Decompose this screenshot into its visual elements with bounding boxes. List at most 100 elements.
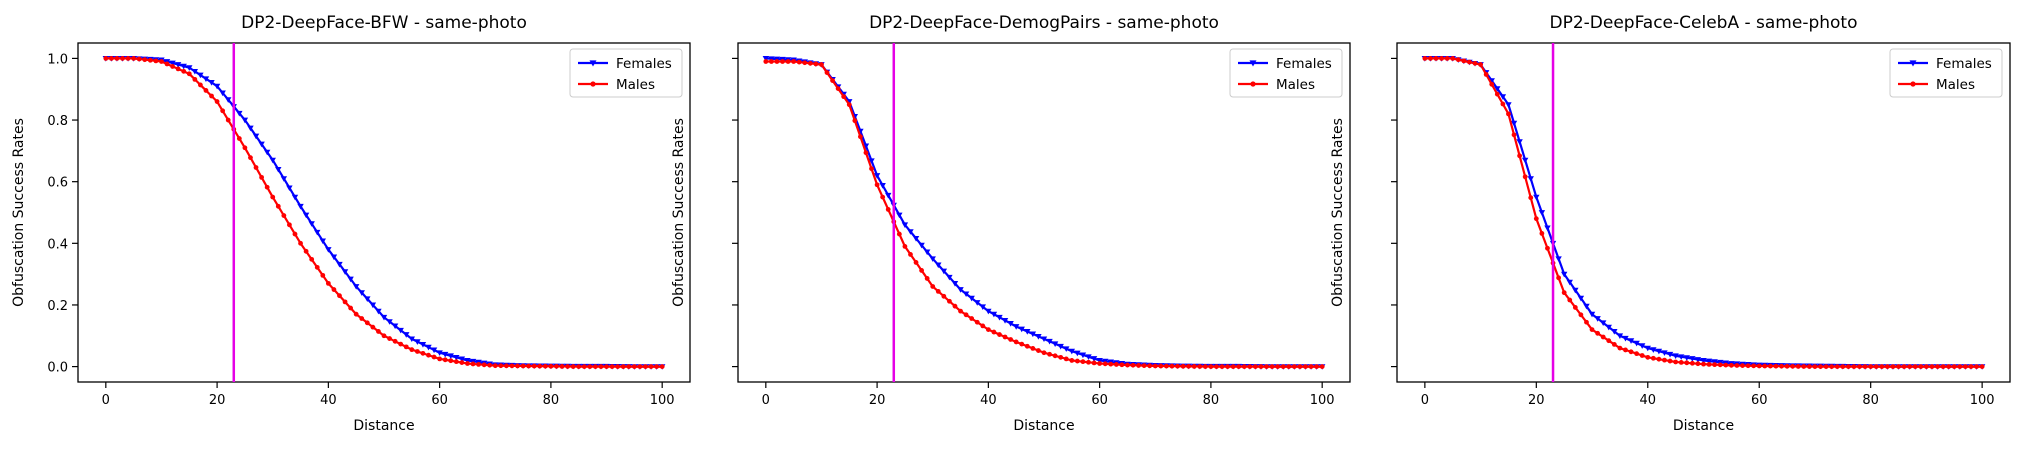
data-point bbox=[1113, 362, 1119, 367]
data-point bbox=[181, 68, 187, 74]
data-point bbox=[504, 363, 509, 369]
data-point bbox=[1517, 153, 1522, 159]
legend: Females Males bbox=[569, 48, 683, 98]
legend-label: Females bbox=[1936, 56, 1992, 72]
data-point bbox=[302, 212, 310, 219]
data-point bbox=[103, 56, 109, 61]
data-point bbox=[248, 155, 253, 161]
data-point bbox=[1885, 364, 1890, 369]
data-point bbox=[136, 56, 142, 62]
data-point bbox=[1650, 355, 1656, 361]
data-point bbox=[352, 284, 360, 290]
data-point bbox=[648, 364, 654, 369]
data-point bbox=[108, 56, 114, 61]
series-females bbox=[1421, 56, 1986, 370]
data-point bbox=[1951, 364, 1957, 369]
data-point bbox=[570, 364, 576, 369]
data-point bbox=[1164, 363, 1169, 369]
data-point bbox=[935, 288, 941, 294]
data-point bbox=[1901, 364, 1907, 369]
data-point bbox=[1069, 358, 1075, 363]
data-point bbox=[1946, 364, 1952, 369]
data-point bbox=[225, 97, 232, 103]
data-point bbox=[1823, 364, 1829, 369]
data-point bbox=[1645, 354, 1651, 360]
x-tick-label: 0 bbox=[102, 393, 110, 408]
data-point bbox=[202, 76, 210, 82]
data-point bbox=[1247, 364, 1253, 369]
data-point bbox=[1588, 311, 1596, 318]
data-point bbox=[392, 338, 398, 344]
chart-title: DP2-DeepFace-BFW - same-photo bbox=[241, 13, 527, 33]
data-point bbox=[453, 359, 459, 365]
data-point bbox=[785, 59, 791, 64]
data-point bbox=[213, 83, 221, 90]
data-point bbox=[1834, 364, 1840, 369]
data-point bbox=[1063, 356, 1069, 362]
data-point bbox=[1661, 350, 1668, 356]
data-point bbox=[314, 229, 321, 236]
data-point bbox=[1046, 338, 1053, 345]
data-point bbox=[180, 63, 187, 70]
data-point bbox=[442, 357, 448, 363]
data-point bbox=[1678, 354, 1685, 360]
data-point bbox=[303, 248, 309, 254]
data-point bbox=[1974, 364, 1979, 369]
data-point bbox=[174, 62, 182, 68]
data-point bbox=[1840, 364, 1846, 369]
data-point bbox=[253, 165, 259, 170]
data-point bbox=[1057, 343, 1064, 350]
data-point bbox=[1912, 364, 1918, 369]
data-point bbox=[1600, 334, 1606, 340]
data-point bbox=[581, 364, 587, 369]
data-point bbox=[425, 344, 432, 351]
data-point bbox=[369, 302, 377, 309]
data-point bbox=[459, 360, 465, 365]
data-point bbox=[841, 94, 847, 100]
data-point bbox=[802, 60, 808, 66]
data-point bbox=[952, 303, 958, 309]
data-point bbox=[275, 166, 282, 173]
data-point bbox=[1734, 363, 1740, 368]
data-point bbox=[1001, 317, 1009, 324]
data-point bbox=[1141, 363, 1147, 369]
data-point bbox=[863, 150, 869, 156]
data-point bbox=[1483, 72, 1489, 77]
data-point bbox=[576, 364, 582, 369]
data-point bbox=[923, 249, 931, 256]
data-point bbox=[1264, 364, 1269, 369]
data-point bbox=[264, 184, 270, 190]
data-point bbox=[1622, 335, 1629, 342]
data-point bbox=[1862, 364, 1868, 369]
y-tick-label: 0.4 bbox=[47, 237, 68, 252]
data-point bbox=[1511, 132, 1517, 138]
legend-label: Females bbox=[616, 56, 672, 72]
data-point bbox=[1678, 359, 1684, 365]
axes-frame bbox=[737, 42, 1351, 383]
data-point bbox=[320, 272, 326, 278]
chart-panel-celeba: DP2-DeepFace-CelebA - same-photo 0 20 40 60 8… bbox=[1330, 13, 2011, 434]
data-point bbox=[1013, 339, 1019, 345]
data-point bbox=[241, 117, 249, 124]
data-point bbox=[381, 333, 387, 339]
data-point bbox=[1119, 362, 1125, 368]
data-point bbox=[386, 319, 393, 325]
data-point bbox=[835, 86, 841, 92]
data-point bbox=[387, 336, 392, 341]
data-point bbox=[542, 363, 548, 369]
x-tick-label: 60 bbox=[1751, 393, 1768, 408]
axes-frame bbox=[1396, 42, 2011, 383]
data-point bbox=[1208, 364, 1214, 369]
x-tick-label: 100 bbox=[1970, 393, 1995, 408]
data-point bbox=[1533, 194, 1540, 201]
data-point bbox=[252, 133, 260, 140]
data-point bbox=[1577, 295, 1585, 302]
data-point bbox=[376, 329, 381, 334]
data-point bbox=[186, 65, 193, 71]
data-point bbox=[1560, 271, 1568, 278]
data-point bbox=[1097, 361, 1103, 366]
data-point bbox=[1152, 363, 1158, 369]
data-point bbox=[1896, 364, 1901, 369]
data-point bbox=[1595, 330, 1601, 336]
x-tick-label: 80 bbox=[1203, 393, 1220, 408]
